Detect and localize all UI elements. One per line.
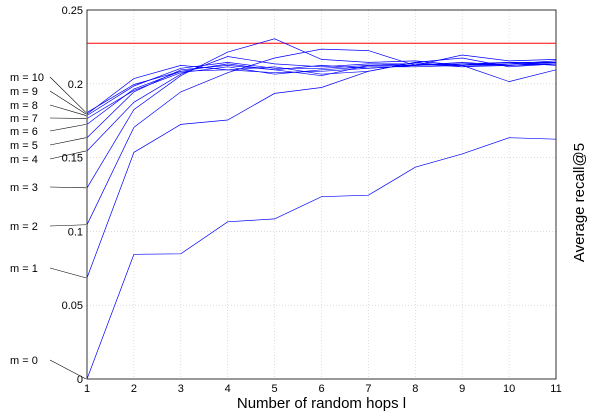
series-line xyxy=(86,63,557,113)
series-line xyxy=(86,137,557,380)
series-label: m = 10 xyxy=(10,72,44,84)
series-label-leader xyxy=(49,90,87,115)
x-tick-label: 3 xyxy=(178,383,184,395)
y-tick-label: 0.2 xyxy=(68,79,83,91)
series-line xyxy=(86,48,557,225)
y-tick-labels: 0 0.05 0.1 0.15 0.2 0.25 xyxy=(62,5,83,386)
series-label: m = 2 xyxy=(10,221,38,233)
y-tick-label: 0 xyxy=(77,374,83,386)
series-line xyxy=(86,38,557,189)
series-label: m = 6 xyxy=(10,126,38,138)
series-label-leader xyxy=(49,104,87,116)
series-line xyxy=(86,62,557,119)
series-label-leader xyxy=(49,359,87,380)
series-layer xyxy=(86,38,557,380)
y-tick-label: 0.05 xyxy=(62,300,83,312)
y-tick-label: 0.1 xyxy=(68,226,83,238)
series-label-leader xyxy=(49,76,87,113)
series-labels: m = 0 m = 1 m = 2 m = 3 m = 4 m = 5 m = 6m = 7… xyxy=(10,72,87,380)
series-label-leader xyxy=(49,124,87,132)
series-label: m = 8 xyxy=(10,100,38,112)
x-tick-label: 8 xyxy=(412,383,418,395)
series-label: m = 4 xyxy=(10,154,38,166)
plot-frame xyxy=(86,9,557,380)
series-label-leader xyxy=(49,186,87,189)
x-tick-labels: 1 2 3 4 5 6 7 8 9 10 11 xyxy=(84,383,562,395)
y-axis-label: Average recall@5 xyxy=(571,143,588,262)
series-label: m = 3 xyxy=(10,182,38,194)
x-tick-label: 2 xyxy=(131,383,137,395)
series-label: m = 9 xyxy=(10,86,38,98)
x-tick-label: 10 xyxy=(503,383,515,395)
series-line xyxy=(86,57,557,115)
x-tick-label: 7 xyxy=(365,383,371,395)
x-tick-label: 5 xyxy=(272,383,278,395)
x-tick-label: 11 xyxy=(550,383,561,395)
series-label-leader xyxy=(49,224,87,227)
x-axis-label: Number of random hops l xyxy=(237,395,406,412)
x-tick-label: 9 xyxy=(459,383,465,395)
series-label: m = 5 xyxy=(10,140,38,152)
series-label: m = 7 xyxy=(10,113,38,125)
series-label: m = 0 xyxy=(10,355,38,367)
x-tick-label: 4 xyxy=(225,383,231,395)
series-label-leader xyxy=(49,150,87,160)
series-label-leader xyxy=(49,137,87,146)
series-line xyxy=(86,62,557,279)
series-line xyxy=(86,62,557,125)
series-label: m = 1 xyxy=(10,263,38,275)
y-tick-label: 0.15 xyxy=(62,153,83,165)
series-line xyxy=(86,56,557,152)
series-label-leader xyxy=(49,267,87,279)
y-tick-label: 0.25 xyxy=(62,5,83,17)
x-tick-label: 6 xyxy=(318,383,324,395)
x-tick-label: 1 xyxy=(84,383,90,395)
